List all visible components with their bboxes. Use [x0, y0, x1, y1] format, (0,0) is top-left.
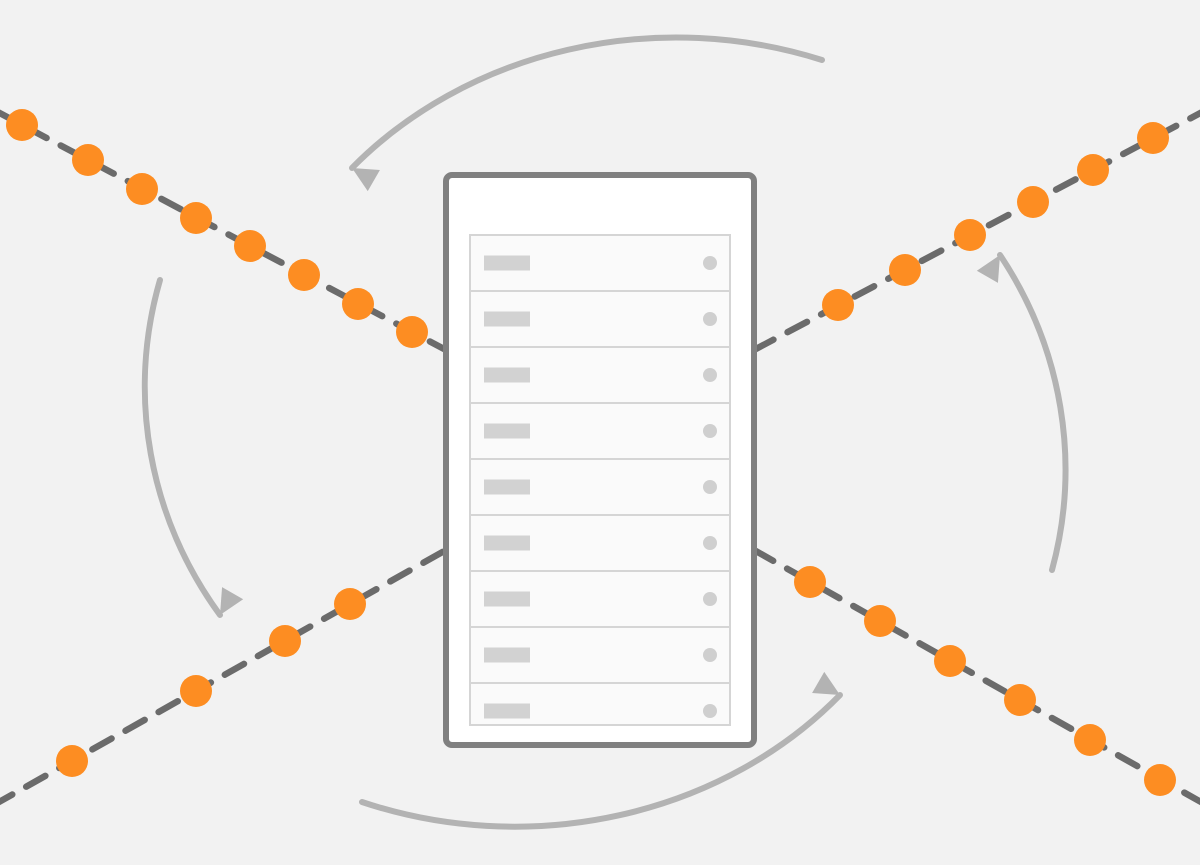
data-packet-dot: [342, 288, 374, 320]
data-packet-dot: [269, 625, 301, 657]
server-row-bar: [484, 424, 530, 439]
data-packet-dot: [954, 219, 986, 251]
data-packet-dot: [6, 109, 38, 141]
server-row-led: [703, 424, 717, 438]
data-packet-dot: [72, 144, 104, 176]
server-row-bar: [484, 312, 530, 327]
data-packet-dot: [1017, 186, 1049, 218]
data-packet-dot: [234, 230, 266, 262]
data-packet-dot: [180, 675, 212, 707]
server-dataflow-diagram: [0, 0, 1200, 865]
server-row-led: [703, 312, 717, 326]
data-packet-dot: [1144, 764, 1176, 796]
server-row-bar: [484, 704, 530, 719]
data-packet-dot: [288, 259, 320, 291]
server-row-bar: [484, 648, 530, 663]
server-row-bar: [484, 256, 530, 271]
server-row-bar: [484, 592, 530, 607]
data-packet-dot: [1137, 122, 1169, 154]
data-packet-dot: [334, 588, 366, 620]
server-row-led: [703, 368, 717, 382]
server-row-led: [703, 536, 717, 550]
server-row-led: [703, 256, 717, 270]
data-packet-dot: [180, 202, 212, 234]
data-packet-dot: [794, 566, 826, 598]
data-packet-dot: [1004, 684, 1036, 716]
data-packet-dot: [126, 173, 158, 205]
server-row-bar: [484, 368, 530, 383]
data-packet-dot: [56, 745, 88, 777]
server-row-bar: [484, 480, 530, 495]
data-packet-dot: [1074, 724, 1106, 756]
server-row-led: [703, 704, 717, 718]
data-packet-dot: [889, 254, 921, 286]
data-packet-dot: [1077, 154, 1109, 186]
server-row-led: [703, 480, 717, 494]
server-row-bar: [484, 536, 530, 551]
data-packet-dot: [396, 316, 428, 348]
server-row-led: [703, 592, 717, 606]
server-rack: [446, 175, 754, 745]
data-packet-dot: [864, 605, 896, 637]
data-packet-dot: [822, 289, 854, 321]
server-row-led: [703, 648, 717, 662]
data-packet-dot: [934, 645, 966, 677]
